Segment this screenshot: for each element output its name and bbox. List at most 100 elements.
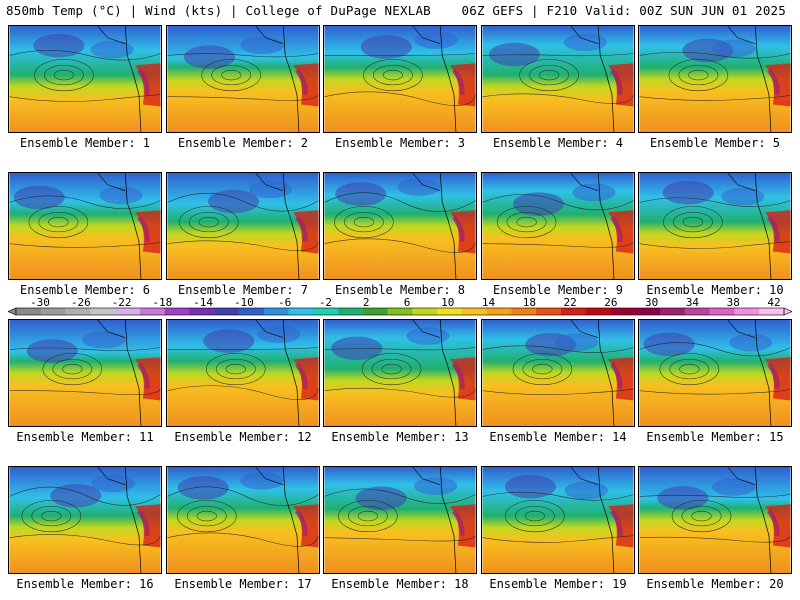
colorbar-segment: [40, 308, 66, 315]
ensemble-member-label: Ensemble Member: 7: [177, 283, 309, 297]
colorbar-segment: [635, 308, 661, 315]
colorbar-tick-label: 34: [686, 297, 700, 309]
ensemble-member-label: Ensemble Member: 18: [331, 577, 469, 591]
colorbar-segment: [561, 308, 587, 315]
colorbar-segment: [511, 308, 537, 315]
colorbar-segment: [115, 308, 141, 315]
colorbar-tick-label: -14: [193, 297, 213, 309]
ensemble-member-label: Ensemble Member: 13: [331, 430, 469, 444]
colorbar-segment: [189, 308, 215, 315]
ensemble-member-label: Ensemble Member: 4: [492, 136, 624, 150]
colorbar-segment: [610, 308, 636, 315]
colorbar-tick-label: -2: [319, 297, 332, 309]
temperature-map: [166, 172, 320, 280]
colorbar-tick-label: 26: [604, 297, 617, 309]
ensemble-member-label: Ensemble Member: 9: [492, 283, 624, 297]
ensemble-member-label: Ensemble Member: 5: [649, 136, 781, 150]
temperature-map: [323, 25, 477, 133]
ensemble-panel: Ensemble Member: 7: [166, 172, 320, 297]
colorbar-segment: [164, 308, 190, 315]
ensemble-panel: Ensemble Member: 11: [8, 319, 162, 444]
colorbar-tick-label: 38: [727, 297, 740, 309]
ensemble-member-label: Ensemble Member: 11: [16, 430, 154, 444]
temperature-map: [481, 319, 635, 427]
ensemble-panel: Ensemble Member: 4: [481, 25, 635, 150]
colorbar-segment: [585, 308, 611, 315]
colorbar-segment: [461, 308, 488, 315]
colorbar-segment: [90, 308, 116, 315]
colorbar-segment: [387, 308, 413, 315]
temperature-map: [638, 25, 792, 133]
ensemble-panel: Ensemble Member: 18: [323, 466, 477, 591]
colorbar-tick-label: -6: [278, 297, 291, 309]
colorbar-tick-label: 42: [767, 297, 780, 309]
ensemble-panel: Ensemble Member: 13: [323, 319, 477, 444]
ensemble-member-label: Ensemble Member: 19: [489, 577, 627, 591]
colorbar-segment: [263, 308, 289, 315]
colorbar-segment: [412, 308, 438, 315]
ensemble-member-label: Ensemble Member: 20: [646, 577, 784, 591]
temperature-colorbar: -30 -26 -22 -18 -14 -10 -6 -2 2 6 10 14 18 22 26 30 34 38…: [8, 297, 792, 316]
ensemble-panel: Ensemble Member: 15: [638, 319, 792, 444]
temperature-map: [638, 172, 792, 280]
ensemble-panel: Ensemble Member: 9: [481, 172, 635, 297]
ensemble-member-label: Ensemble Member: 6: [19, 283, 151, 297]
ensemble-member-label: Ensemble Member: 2: [177, 136, 309, 150]
temperature-map: [638, 466, 792, 574]
temperature-map: [323, 172, 477, 280]
colorbar-tick-label: 10: [441, 297, 454, 309]
colorbar-arrow-high: [783, 307, 792, 316]
colorbar-segment: [139, 308, 165, 315]
colorbar-segment: [684, 308, 710, 315]
ensemble-member-label: Ensemble Member: 8: [334, 283, 466, 297]
ensemble-panel: Ensemble Member: 2: [166, 25, 320, 150]
colorbar-segment: [759, 308, 785, 315]
colorbar-outline: [15, 307, 785, 316]
colorbar-tick-label: 22: [563, 297, 576, 309]
ensemble-panel: Ensemble Member: 5: [638, 25, 792, 150]
temperature-map: [323, 466, 477, 574]
colorbar-tick-label: -10: [234, 297, 254, 309]
colorbar-segment: [362, 308, 388, 315]
temperature-map: [166, 466, 320, 574]
colorbar-segment: [536, 308, 562, 315]
colorbar-tick-label: 18: [523, 297, 536, 309]
ensemble-member-label: Ensemble Member: 1: [19, 136, 151, 150]
ensemble-panel: Ensemble Member: 6: [8, 172, 162, 297]
colorbar-tick-label: -30: [30, 297, 50, 309]
colorbar-tick-label: 14: [482, 297, 496, 309]
colorbar-tick-label: 6: [404, 297, 411, 309]
ensemble-panel: Ensemble Member: 10: [638, 172, 792, 297]
colorbar-segment: [214, 308, 240, 315]
ensemble-panel: Ensemble Member: 12: [166, 319, 320, 444]
colorbar-segment: [288, 308, 314, 315]
ensemble-member-label: Ensemble Member: 17: [174, 577, 312, 591]
temperature-map: [8, 25, 162, 133]
ensemble-member-label: Ensemble Member: 14: [489, 430, 627, 444]
temperature-map: [166, 25, 320, 133]
ensemble-panel: Ensemble Member: 3: [323, 25, 477, 150]
temperature-map: [8, 172, 162, 280]
temperature-map: [8, 319, 162, 427]
temperature-map: [481, 466, 635, 574]
colorbar-segment: [734, 308, 760, 315]
colorbar-segment: [709, 308, 735, 315]
temperature-map: [8, 466, 162, 574]
colorbar-segment: [338, 308, 364, 315]
colorbar-segment: [486, 308, 512, 315]
colorbar-tick-label: -26: [71, 297, 91, 309]
ensemble-panel: Ensemble Member: 16: [8, 466, 162, 591]
ensemble-member-label: Ensemble Member: 15: [646, 430, 784, 444]
header-title: 850mb Temp (°C) | Wind (kts) | College o…: [6, 3, 431, 18]
ensemble-panel: Ensemble Member: 1: [8, 25, 162, 150]
ensemble-member-label: Ensemble Member: 16: [16, 577, 154, 591]
ensemble-panel: Ensemble Member: 8: [323, 172, 477, 297]
colorbar-tick-label: 2: [363, 297, 370, 309]
ensemble-panel: Ensemble Member: 14: [481, 319, 635, 444]
temperature-map: [481, 172, 635, 280]
colorbar-segment: [238, 308, 265, 315]
ensemble-member-label: Ensemble Member: 12: [174, 430, 312, 444]
colorbar-segment: [313, 308, 339, 315]
ensemble-panel: Ensemble Member: 20: [638, 466, 792, 591]
